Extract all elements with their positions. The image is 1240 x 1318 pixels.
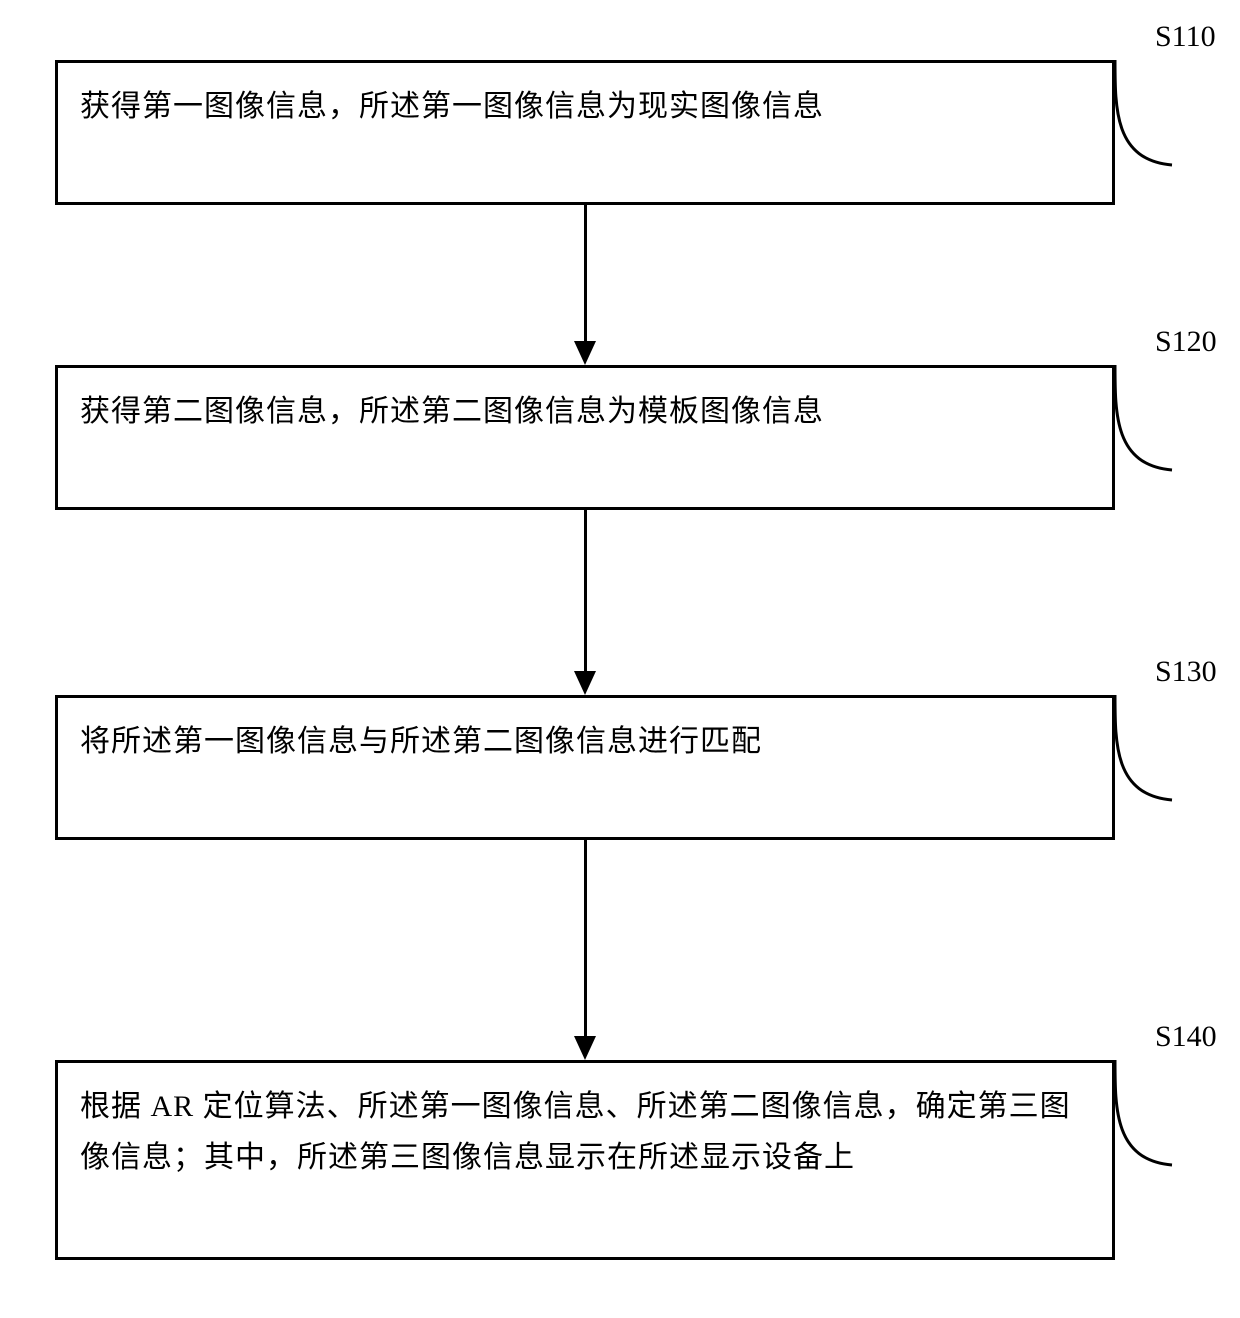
step-label-s140: S140 [1155,1020,1217,1054]
step-label-s110: S110 [1155,20,1216,54]
flow-node-s130: 将所述第一图像信息与所述第二图像信息进行匹配 [55,695,1115,840]
step-label-s130: S130 [1155,655,1217,689]
callout-s130 [1112,695,1182,805]
flow-node-s120: 获得第二图像信息，所述第二图像信息为模板图像信息 [55,365,1115,510]
arrow-s120-s130 [584,510,587,671]
flowchart-canvas: 获得第一图像信息，所述第一图像信息为现实图像信息 S110 获得第二图像信息，所… [0,0,1240,1318]
flow-node-text: 获得第二图像信息，所述第二图像信息为模板图像信息 [80,386,824,437]
flow-node-s140: 根据 AR 定位算法、所述第一图像信息、所述第二图像信息，确定第三图像信息；其中… [55,1060,1115,1260]
flow-node-s110: 获得第一图像信息，所述第一图像信息为现实图像信息 [55,60,1115,205]
arrow-head-icon [574,671,596,695]
step-label-s120: S120 [1155,325,1217,359]
callout-s140 [1112,1060,1182,1170]
arrow-head-icon [574,1036,596,1060]
callout-s120 [1112,365,1182,475]
arrow-head-icon [574,341,596,365]
arrow-s130-s140 [584,840,587,1036]
callout-s110 [1112,60,1182,170]
flow-node-text: 获得第一图像信息，所述第一图像信息为现实图像信息 [80,81,824,132]
arrow-s110-s120 [584,205,587,341]
flow-node-text: 将所述第一图像信息与所述第二图像信息进行匹配 [80,716,762,767]
flow-node-text: 根据 AR 定位算法、所述第一图像信息、所述第二图像信息，确定第三图像信息；其中… [80,1081,1090,1183]
